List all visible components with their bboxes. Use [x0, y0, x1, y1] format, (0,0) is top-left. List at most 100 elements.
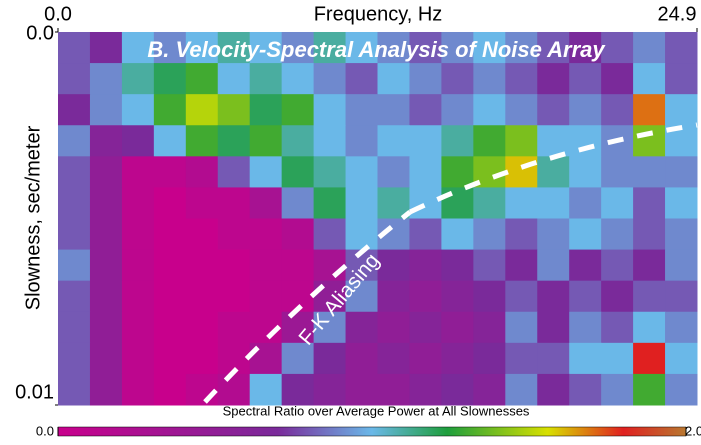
heatmap-cell: [282, 250, 314, 282]
colorbar-tick-label: 2.0: [685, 423, 701, 438]
heatmap-cell: [282, 187, 314, 219]
heatmap-cell: [250, 94, 282, 126]
heatmap-cell: [346, 63, 378, 95]
heatmap-cell: [250, 63, 282, 95]
heatmap-cell: [601, 343, 633, 375]
heatmap-cell: [569, 156, 601, 188]
heatmap-cell: [409, 374, 441, 406]
heatmap-cell: [282, 125, 314, 157]
heatmap-cell: [569, 312, 601, 344]
heatmap-cell: [378, 63, 410, 95]
heatmap-cell: [441, 125, 473, 157]
heatmap-cell: [633, 343, 665, 375]
heatmap-cell: [90, 219, 122, 251]
heatmap-cell: [441, 156, 473, 188]
heatmap-cell: [601, 63, 633, 95]
heatmap-cell: [601, 250, 633, 282]
heatmap-cell: [409, 281, 441, 313]
heatmap-cell: [665, 156, 697, 188]
heatmap-cell: [90, 63, 122, 95]
heatmap-cell: [441, 281, 473, 313]
heatmap-cell: [569, 219, 601, 251]
y-axis-label: Slowness, sec/meter: [22, 125, 44, 310]
heatmap-cell: [665, 94, 697, 126]
chart-title: B. Velocity-Spectral Analysis of Noise A…: [147, 37, 606, 62]
heatmap-cell: [537, 219, 569, 251]
heatmap-cell: [218, 312, 250, 344]
heatmap-cell: [122, 374, 154, 406]
heatmap-cell: [473, 94, 505, 126]
heatmap-cell: [633, 156, 665, 188]
heatmap-cell: [378, 156, 410, 188]
heatmap-cell: [186, 343, 218, 375]
heatmap-cell: [58, 63, 90, 95]
heatmap-cell: [58, 94, 90, 126]
heatmap-cell: [58, 125, 90, 157]
heatmap-cell: [441, 94, 473, 126]
heatmap-cell: [569, 374, 601, 406]
heatmap-cell: [409, 187, 441, 219]
heatmap-cell: [409, 312, 441, 344]
heatmap-cell: [218, 156, 250, 188]
heatmap-cell: [505, 374, 537, 406]
heatmap-cell: [58, 312, 90, 344]
heatmap-cell: [186, 63, 218, 95]
heatmap-cell: [473, 374, 505, 406]
heatmap-cell: [314, 156, 346, 188]
heatmap-cell: [154, 374, 186, 406]
heatmap-cell: [633, 125, 665, 157]
heatmap-cell: [633, 94, 665, 126]
heatmap-cell: [282, 94, 314, 126]
heatmap-cell: [58, 156, 90, 188]
heatmap-cell: [186, 125, 218, 157]
heatmap-cell: [633, 281, 665, 313]
heatmap-cell: [505, 312, 537, 344]
heatmap-cell: [122, 63, 154, 95]
y-tick-label: 0.0: [26, 22, 54, 44]
heatmap-cell: [154, 343, 186, 375]
heatmap-cell: [122, 187, 154, 219]
heatmap-cell: [601, 187, 633, 219]
heatmap-cell: [154, 94, 186, 126]
heatmap-cell: [154, 156, 186, 188]
heatmap-cell: [378, 94, 410, 126]
heatmap-cell: [186, 156, 218, 188]
heatmap-cell: [314, 125, 346, 157]
heatmap-cell: [473, 63, 505, 95]
heatmap-cell: [282, 63, 314, 95]
heatmap-cell: [505, 343, 537, 375]
heatmap-cell: [569, 94, 601, 126]
heatmap-cell: [90, 374, 122, 406]
heatmap-cell: [665, 312, 697, 344]
heatmap-cell: [537, 63, 569, 95]
heatmap-cell: [569, 125, 601, 157]
heatmap-cell: [186, 250, 218, 282]
heatmap-cell: [409, 63, 441, 95]
heatmap-cell: [282, 219, 314, 251]
heatmap-cell: [154, 219, 186, 251]
heatmap-cell: [346, 125, 378, 157]
heatmap-cell: [378, 281, 410, 313]
heatmap-cell: [90, 156, 122, 188]
heatmap-cell: [601, 94, 633, 126]
y-tick-label: 0.01: [15, 381, 54, 403]
heatmap-cell: [378, 125, 410, 157]
heatmap-cell: [90, 94, 122, 126]
heatmap-cell: [122, 250, 154, 282]
heatmap-cell: [569, 250, 601, 282]
heatmap-cell: [186, 187, 218, 219]
heatmap-cell: [346, 374, 378, 406]
heatmap-cell: [409, 250, 441, 282]
heatmap-cell: [409, 125, 441, 157]
heatmap-cell: [314, 374, 346, 406]
heatmap-cell: [569, 281, 601, 313]
heatmap-cell: [218, 219, 250, 251]
heatmap-cell: [601, 156, 633, 188]
x-tick-label: 24.9: [658, 3, 697, 25]
x-axis-label: Frequency, Hz: [314, 3, 443, 25]
heatmap-cell: [569, 187, 601, 219]
heatmap-cell: [282, 156, 314, 188]
heatmap-cell: [346, 187, 378, 219]
heatmap-cell: [441, 343, 473, 375]
